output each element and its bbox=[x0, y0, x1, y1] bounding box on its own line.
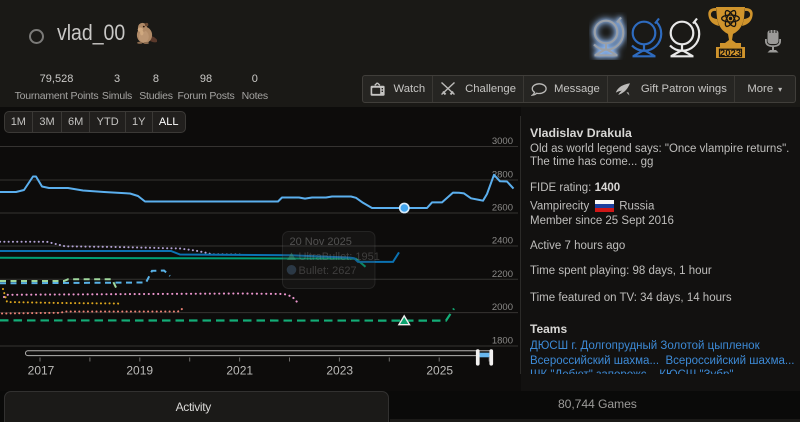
svg-text:3000: 3000 bbox=[492, 136, 513, 147]
svg-text:2017: 2017 bbox=[28, 363, 55, 377]
svg-text:2023: 2023 bbox=[326, 363, 353, 377]
svg-text:2600: 2600 bbox=[492, 203, 513, 214]
svg-text:UltraBullet: 1951: UltraBullet: 1951 bbox=[299, 251, 380, 263]
svg-text:2019: 2019 bbox=[126, 363, 153, 377]
svg-text:2021: 2021 bbox=[226, 363, 253, 377]
svg-text:2025: 2025 bbox=[426, 363, 453, 377]
svg-text:2800: 2800 bbox=[492, 170, 513, 181]
svg-text:20 Nov 2025: 20 Nov 2025 bbox=[290, 236, 352, 248]
svg-text:Bullet: 2627: Bullet: 2627 bbox=[299, 265, 357, 277]
svg-text:2000: 2000 bbox=[492, 302, 513, 313]
svg-text:2023: 2023 bbox=[720, 48, 741, 58]
svg-text:2400: 2400 bbox=[492, 236, 513, 247]
svg-text:1800: 1800 bbox=[492, 336, 513, 347]
svg-text:2200: 2200 bbox=[492, 269, 513, 280]
